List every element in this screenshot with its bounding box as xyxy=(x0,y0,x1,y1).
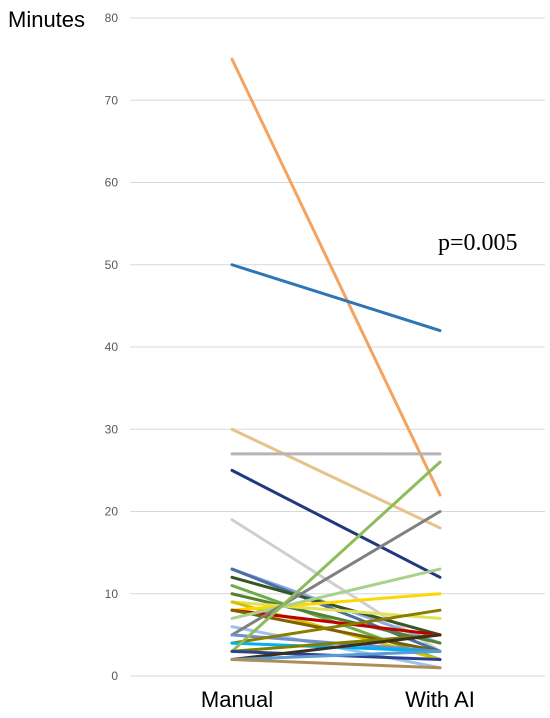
y-tick-label: 0 xyxy=(111,669,118,683)
series-line xyxy=(230,592,442,612)
y-tick-label: 70 xyxy=(105,93,119,107)
p-value-annotation: p=0.005 xyxy=(438,230,518,256)
y-tick-label: 60 xyxy=(105,176,119,190)
category-label-manual: Manual xyxy=(201,687,273,712)
y-axis-label: Minutes xyxy=(8,7,85,32)
series-line xyxy=(230,468,442,579)
series-line xyxy=(230,567,442,620)
y-tick-label: 80 xyxy=(105,11,119,25)
y-tick-label: 40 xyxy=(105,340,119,354)
y-tick-label: 50 xyxy=(105,258,119,272)
series-line xyxy=(230,592,442,645)
series-line xyxy=(230,575,442,637)
y-tick-label: 30 xyxy=(105,422,119,436)
series-line xyxy=(230,633,442,662)
series-line xyxy=(230,608,442,645)
series-line xyxy=(230,427,442,530)
series-line xyxy=(230,57,442,497)
series-line xyxy=(230,510,442,637)
series-line xyxy=(230,658,442,670)
series-line xyxy=(230,608,442,653)
y-tick-label: 20 xyxy=(105,505,119,519)
category-label-with-ai: With AI xyxy=(405,687,475,712)
series-lines xyxy=(230,57,442,670)
series-line xyxy=(230,649,442,662)
y-tick-label: 10 xyxy=(105,587,119,601)
y-axis-ticks: 0 10 20 30 40 50 60 70 80 xyxy=(105,11,119,683)
series-line xyxy=(230,263,442,333)
series-line xyxy=(230,460,442,653)
gridlines xyxy=(130,17,545,677)
